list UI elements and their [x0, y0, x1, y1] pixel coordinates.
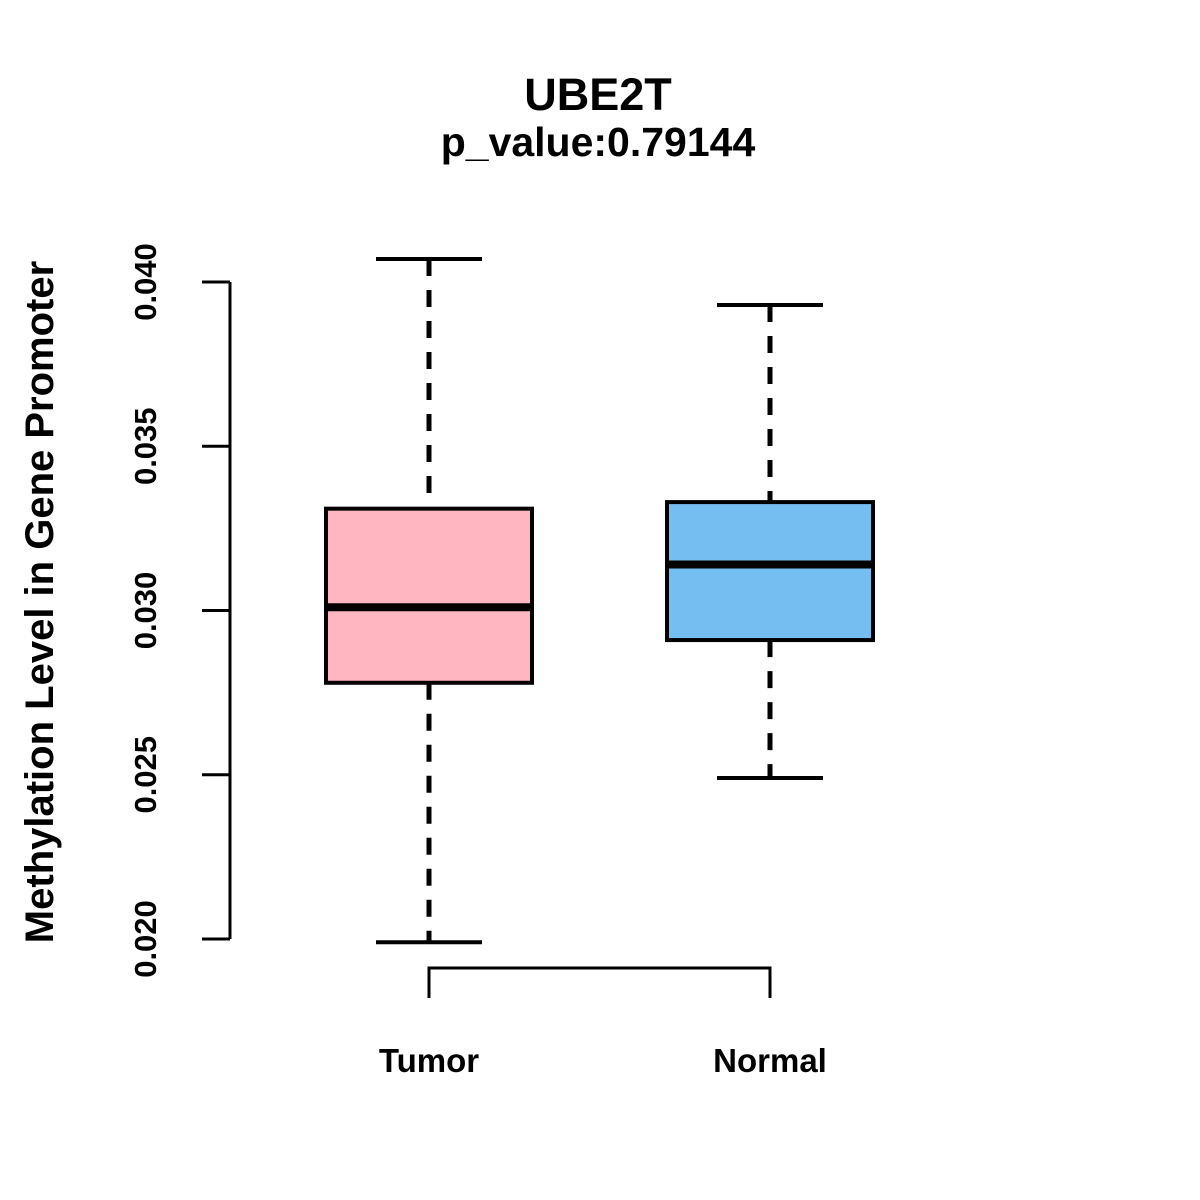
- normal-box: [665, 500, 875, 643]
- category-label-normal: Normal: [713, 1042, 827, 1079]
- x-axis-line: [427, 966, 772, 998]
- y-axis-tick-label: 0.040: [128, 243, 163, 321]
- tumor-box: [324, 506, 534, 685]
- y-axis-tick-label: 0.025: [128, 736, 163, 814]
- y-axis-tick-label: 0.020: [128, 900, 163, 978]
- chart-title: UBE2T: [524, 69, 672, 120]
- chart-subtitle-pvalue: p_value:0.79144: [440, 119, 756, 165]
- category-label-tumor: Tumor: [379, 1042, 479, 1079]
- y-axis-tick-label: 0.030: [128, 572, 163, 650]
- y-axis-tick-label: 0.035: [128, 407, 163, 485]
